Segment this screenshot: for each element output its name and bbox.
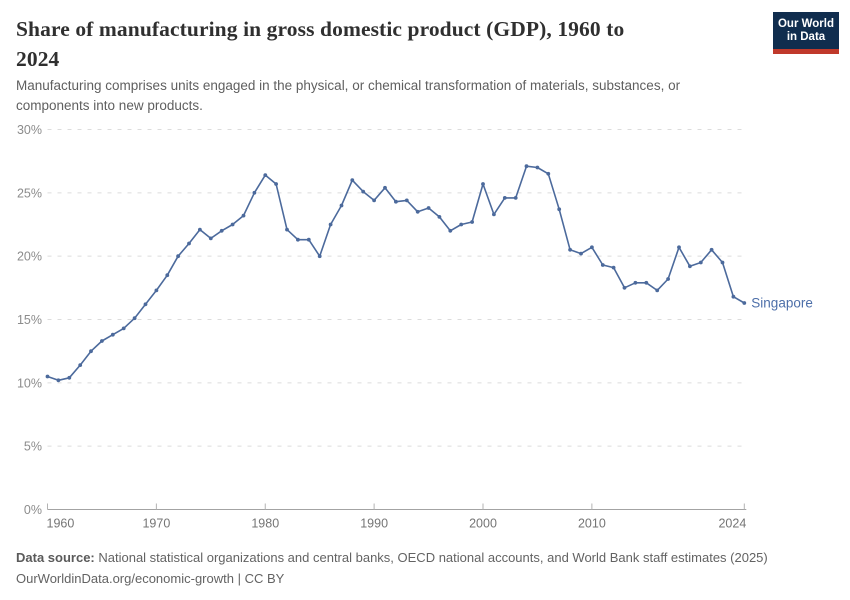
data-point-1979[interactable] (252, 190, 257, 195)
chart-title: Share of manufacturing in gross domestic… (16, 17, 625, 71)
y-tick-label-15: 15% (17, 313, 42, 327)
data-point-1995[interactable] (426, 206, 431, 210)
data-point-2022[interactable] (720, 260, 725, 265)
data-point-2000[interactable] (481, 182, 485, 186)
data-point-1986[interactable] (328, 222, 333, 227)
data-point-2003[interactable] (513, 196, 518, 200)
separator: | (233, 571, 245, 586)
y-tick-label-30: 30% (17, 123, 42, 137)
x-tick-label-1960: 1960 (47, 517, 75, 531)
data-point-1981[interactable] (274, 182, 278, 186)
data-point-1972[interactable] (176, 254, 181, 259)
data-point-1964[interactable] (89, 349, 93, 354)
owid-logo-red-bar (773, 49, 839, 54)
license-line: OurWorldinData.org/economic-growth | CC … (16, 568, 768, 589)
chart-footer: Data source: National statistical organi… (16, 547, 768, 589)
data-point-1966[interactable] (110, 332, 115, 337)
y-tick-label-0: 0% (24, 503, 42, 517)
data-source-label: Data source: (16, 550, 95, 565)
data-point-1984[interactable] (306, 237, 311, 242)
data-point-2014[interactable] (633, 280, 638, 285)
data-point-2018[interactable] (677, 245, 681, 250)
data-point-2002[interactable] (502, 196, 507, 200)
data-point-1967[interactable] (121, 326, 126, 331)
data-point-1998[interactable] (459, 222, 464, 227)
data-point-2021[interactable] (709, 247, 714, 252)
data-point-1988[interactable] (350, 178, 355, 183)
data-source-line: Data source: National statistical organi… (16, 547, 768, 568)
series-end-label[interactable]: Singapore (751, 296, 813, 311)
data-point-1963[interactable] (78, 363, 83, 367)
cc-by-link[interactable]: CC BY (244, 571, 285, 586)
data-point-1996[interactable] (437, 215, 442, 219)
data-point-1980[interactable] (263, 173, 268, 178)
data-point-1968[interactable] (132, 316, 137, 321)
x-tick-label-2000: 2000 (469, 517, 497, 531)
data-point-2001[interactable] (492, 212, 496, 217)
y-tick-label-25: 25% (17, 186, 42, 200)
x-tick-label-1970: 1970 (142, 517, 170, 531)
data-point-1990[interactable] (372, 198, 376, 203)
data-point-2016[interactable] (655, 288, 660, 293)
data-source-text: National statistical organizations and c… (94, 550, 768, 565)
data-point-1971[interactable] (165, 273, 170, 278)
data-point-1985[interactable] (317, 254, 322, 259)
data-point-1960[interactable] (45, 374, 50, 379)
data-point-1977[interactable] (230, 222, 235, 227)
y-tick-label-5: 5% (24, 440, 42, 454)
data-point-2006[interactable] (546, 171, 551, 176)
data-point-2024[interactable] (742, 301, 747, 305)
data-point-2007[interactable] (557, 207, 562, 212)
data-point-2004[interactable] (524, 164, 529, 169)
data-point-1992[interactable] (394, 199, 398, 204)
x-tick-label-2010: 2010 (578, 517, 606, 531)
data-point-1993[interactable] (404, 198, 409, 203)
data-point-1994[interactable] (415, 209, 420, 214)
data-point-1991[interactable] (383, 185, 387, 190)
data-point-2008[interactable] (568, 247, 572, 252)
data-point-1974[interactable] (198, 227, 202, 232)
data-point-1976[interactable] (219, 228, 224, 233)
data-point-1999[interactable] (470, 220, 474, 224)
data-point-1978[interactable] (241, 213, 246, 218)
y-tick-label-10: 10% (17, 376, 42, 390)
y-tick-label-20: 20% (17, 250, 42, 264)
data-point-2015[interactable] (644, 280, 649, 285)
owid-logo[interactable]: Our World in Data (773, 12, 839, 54)
owid-logo-line1: Our World (777, 17, 834, 30)
data-point-1965[interactable] (100, 339, 104, 343)
data-line-singapore[interactable] (46, 165, 746, 382)
owid-logo-box: Our World in Data (773, 12, 839, 49)
data-point-1997[interactable] (448, 228, 453, 233)
data-point-1975[interactable] (208, 236, 213, 241)
data-point-1983[interactable] (296, 237, 300, 242)
data-point-2020[interactable] (698, 260, 703, 265)
data-point-1989[interactable] (361, 189, 366, 194)
x-tick-label-1990: 1990 (360, 517, 388, 531)
data-point-1962[interactable] (67, 375, 72, 380)
data-point-1970[interactable] (154, 288, 159, 293)
data-point-2019[interactable] (688, 264, 692, 269)
data-point-2005[interactable] (535, 165, 540, 170)
data-point-1987[interactable] (339, 203, 344, 208)
data-point-2012[interactable] (611, 265, 616, 270)
data-point-2017[interactable] (666, 277, 670, 281)
x-tick-label-2024: 2024 (718, 517, 746, 531)
data-point-2011[interactable] (600, 263, 605, 267)
owid-url-link[interactable]: OurWorldinData.org/economic-growth (16, 571, 234, 586)
data-point-1973[interactable] (187, 241, 191, 246)
data-point-2023[interactable] (731, 294, 736, 299)
data-point-1961[interactable] (56, 378, 61, 383)
x-tick-label-1980: 1980 (251, 517, 279, 531)
data-point-2013[interactable] (622, 285, 627, 290)
data-point-1969[interactable] (143, 302, 148, 307)
chart-subtitle: Manufacturing comprises units engaged in… (16, 78, 681, 113)
data-point-1982[interactable] (285, 227, 289, 232)
data-point-2010[interactable] (590, 245, 594, 250)
data-point-2009[interactable] (579, 251, 583, 256)
owid-logo-line2: in Data (786, 30, 826, 43)
